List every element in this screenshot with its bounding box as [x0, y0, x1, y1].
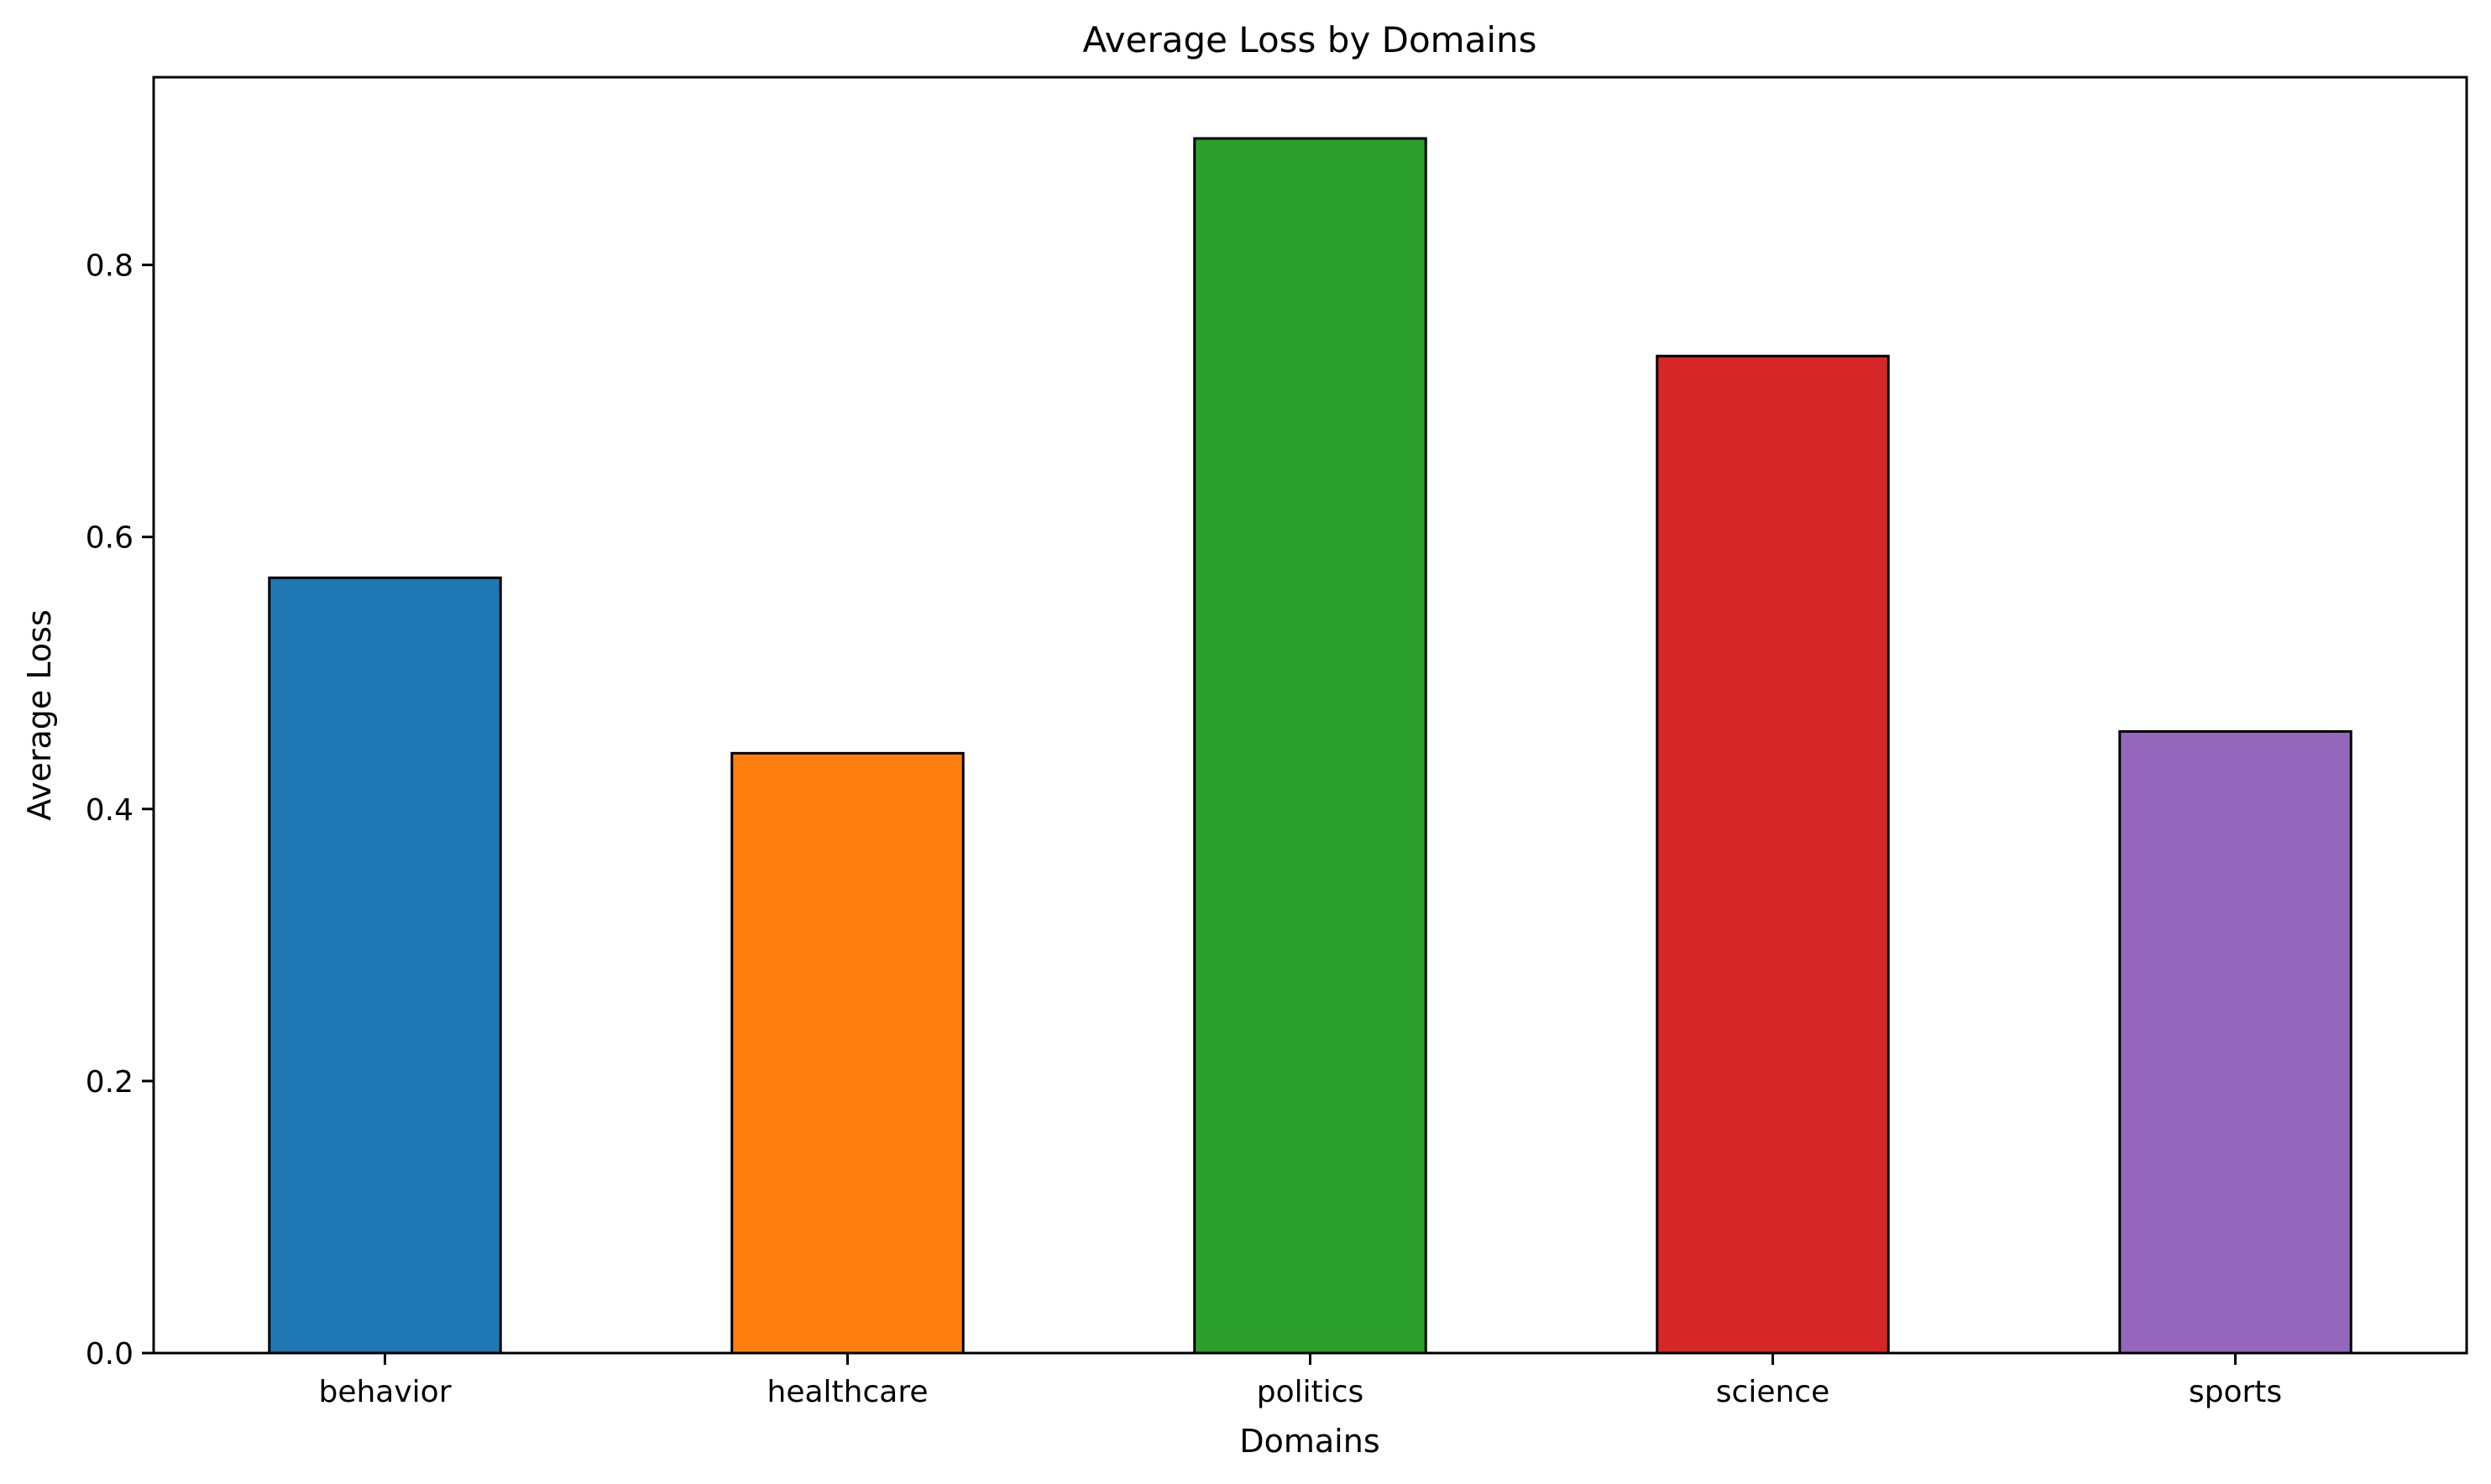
x-tick-label: healthcare	[767, 1375, 929, 1409]
bars-layer	[268, 137, 2352, 1355]
x-axis-label: Domains	[1239, 1423, 1379, 1460]
bar-politics	[1193, 137, 1427, 1355]
y-tick-label: 0.2	[86, 1065, 133, 1100]
y-tick-label: 0.0	[86, 1337, 133, 1372]
x-tick-label: behavior	[318, 1375, 451, 1409]
bar-healthcare	[730, 751, 965, 1355]
bar-science	[1656, 354, 1890, 1355]
y-axis-label: Average Loss	[21, 609, 58, 820]
x-tick-label: science	[1716, 1375, 1829, 1409]
y-tick-label: 0.8	[86, 249, 133, 284]
x-tick-label: sports	[2189, 1375, 2282, 1409]
bar-behavior	[268, 576, 502, 1355]
x-tick-label: politics	[1257, 1375, 1364, 1409]
bar-sports	[2118, 729, 2352, 1355]
y-axis-ticks: 0.0 0.2 0.4 0.6 0.8	[86, 249, 154, 1372]
plot-frame	[152, 76, 2468, 1355]
x-axis-ticks: behavior healthcare politics science sports	[318, 1353, 2282, 1409]
chart-title: Average Loss by Domains	[1082, 19, 1536, 60]
y-tick-label: 0.6	[86, 521, 133, 556]
y-tick-label: 0.4	[86, 793, 133, 828]
